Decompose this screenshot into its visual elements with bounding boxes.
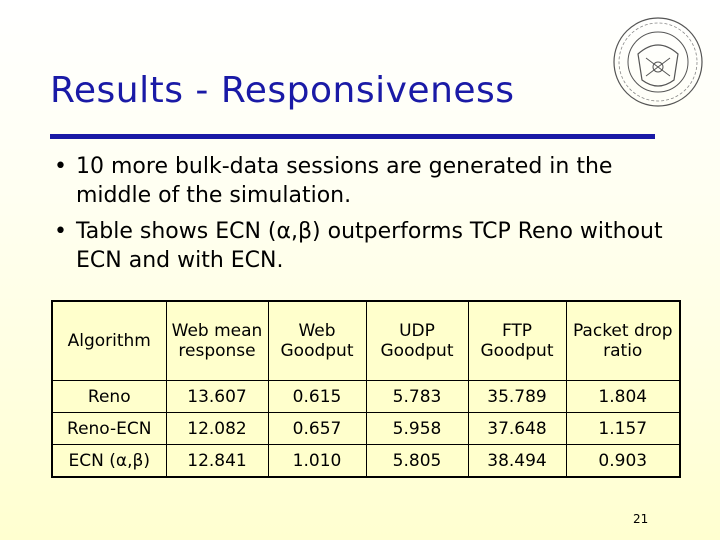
table-cell: 1.804 [565,380,681,413]
bullet-dot-icon: • [54,219,67,244]
table-cell: 35.789 [467,380,567,413]
table-cell: 5.805 [365,444,469,478]
bullet-item: • Table shows ECN (α,β) outperforms TCP R… [52,217,672,275]
table-cell: 0.903 [565,444,681,478]
bullet-text: Table shows ECN (α,β) outperforms TCP Re… [76,219,663,273]
page-number: 21 [633,512,649,526]
column-header: Packet drop ratio [565,300,681,381]
bullet-dot-icon: • [54,154,67,179]
column-header: Web Goodput [267,300,367,381]
table-cell: 0.615 [267,380,367,413]
table-cell: 5.958 [365,412,469,445]
table-cell: 5.783 [365,380,469,413]
table-cell: 0.657 [267,412,367,445]
table-cell: Reno-ECN [51,412,167,445]
university-seal-icon [613,17,703,107]
table-cell: 38.494 [467,444,567,478]
title-underline [50,134,655,139]
table-cell: 37.648 [467,412,567,445]
table-cell: 13.607 [165,380,269,413]
table-header-row: Algorithm Web mean response Web Goodput … [51,300,681,381]
table-cell: 1.010 [267,444,367,478]
bullet-item: • 10 more bulk-data sessions are generate… [52,152,672,210]
column-header: Algorithm [51,300,167,381]
table-cell: 12.082 [165,412,269,445]
table-row: Reno 13.607 0.615 5.783 35.789 1.804 [51,380,681,413]
table-cell: 12.841 [165,444,269,478]
table-cell: ECN (α,β) [51,444,167,478]
table-cell: 1.157 [565,412,681,445]
slide-title: Results - Responsiveness [50,70,515,111]
bullet-list: • 10 more bulk-data sessions are generate… [52,152,672,282]
column-header: Web mean response [165,300,269,381]
table-row: Reno-ECN 12.082 0.657 5.958 37.648 1.157 [51,412,681,445]
column-header: UDP Goodput [365,300,469,381]
bullet-text: 10 more bulk-data sessions are generated… [76,154,613,208]
column-header: FTP Goodput [467,300,567,381]
table-cell: Reno [51,380,167,413]
table-row: ECN (α,β) 12.841 1.010 5.805 38.494 0.90… [51,444,681,478]
results-table: Algorithm Web mean response Web Goodput … [51,300,681,478]
